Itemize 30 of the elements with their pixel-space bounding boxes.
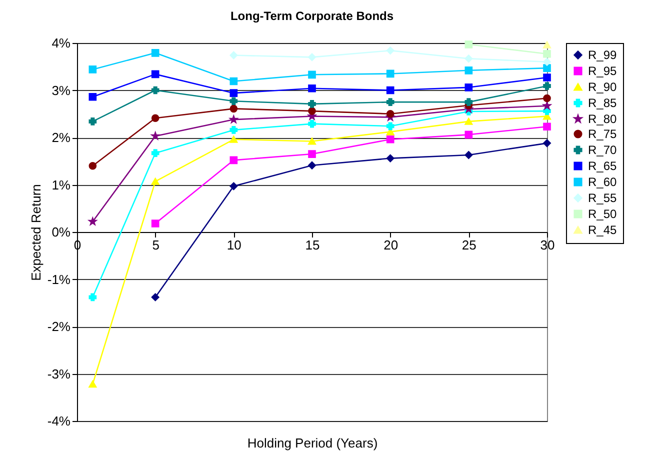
- x-tick-label: 10: [226, 238, 242, 252]
- x-tick-label: 15: [305, 238, 320, 252]
- x-tick-label: 20: [384, 238, 398, 252]
- legend-label: R_55: [588, 191, 618, 205]
- y-tick-label: -3%: [47, 366, 71, 382]
- legend-label: R_90: [588, 80, 618, 94]
- chart-title: Long-Term Corporate Bonds: [230, 9, 394, 23]
- y-tick-label: -2%: [47, 319, 71, 334]
- y-tick-label: 1%: [52, 177, 71, 192]
- x-axis-title: Holding Period (Years): [247, 436, 378, 450]
- y-tick-label: -1%: [47, 272, 71, 287]
- legend-label: R_75: [588, 127, 618, 141]
- x-tick-label: 25: [462, 238, 476, 252]
- x-tick-label: 5: [152, 238, 160, 252]
- legend-label: R_70: [588, 143, 618, 157]
- legend-label: R_65: [588, 159, 618, 173]
- y-tick-label: 4%: [52, 36, 71, 50]
- y-tick-label: 2%: [52, 130, 71, 145]
- y-axis-title: Expected Return: [28, 184, 44, 281]
- legend-label: R_95: [588, 64, 618, 78]
- legend-label: R_60: [588, 175, 618, 189]
- legend-label: R_45: [588, 223, 618, 237]
- legend-label: R_50: [588, 207, 618, 221]
- legend-label: R_80: [588, 112, 618, 126]
- y-tick-label: 3%: [52, 82, 71, 98]
- x-tick-label: 30: [540, 238, 555, 252]
- y-tick-label: 0%: [52, 224, 71, 240]
- legend-label: R_99: [588, 48, 618, 62]
- legend-label: R_85: [588, 96, 618, 110]
- y-tick-label: -4%: [47, 414, 71, 428]
